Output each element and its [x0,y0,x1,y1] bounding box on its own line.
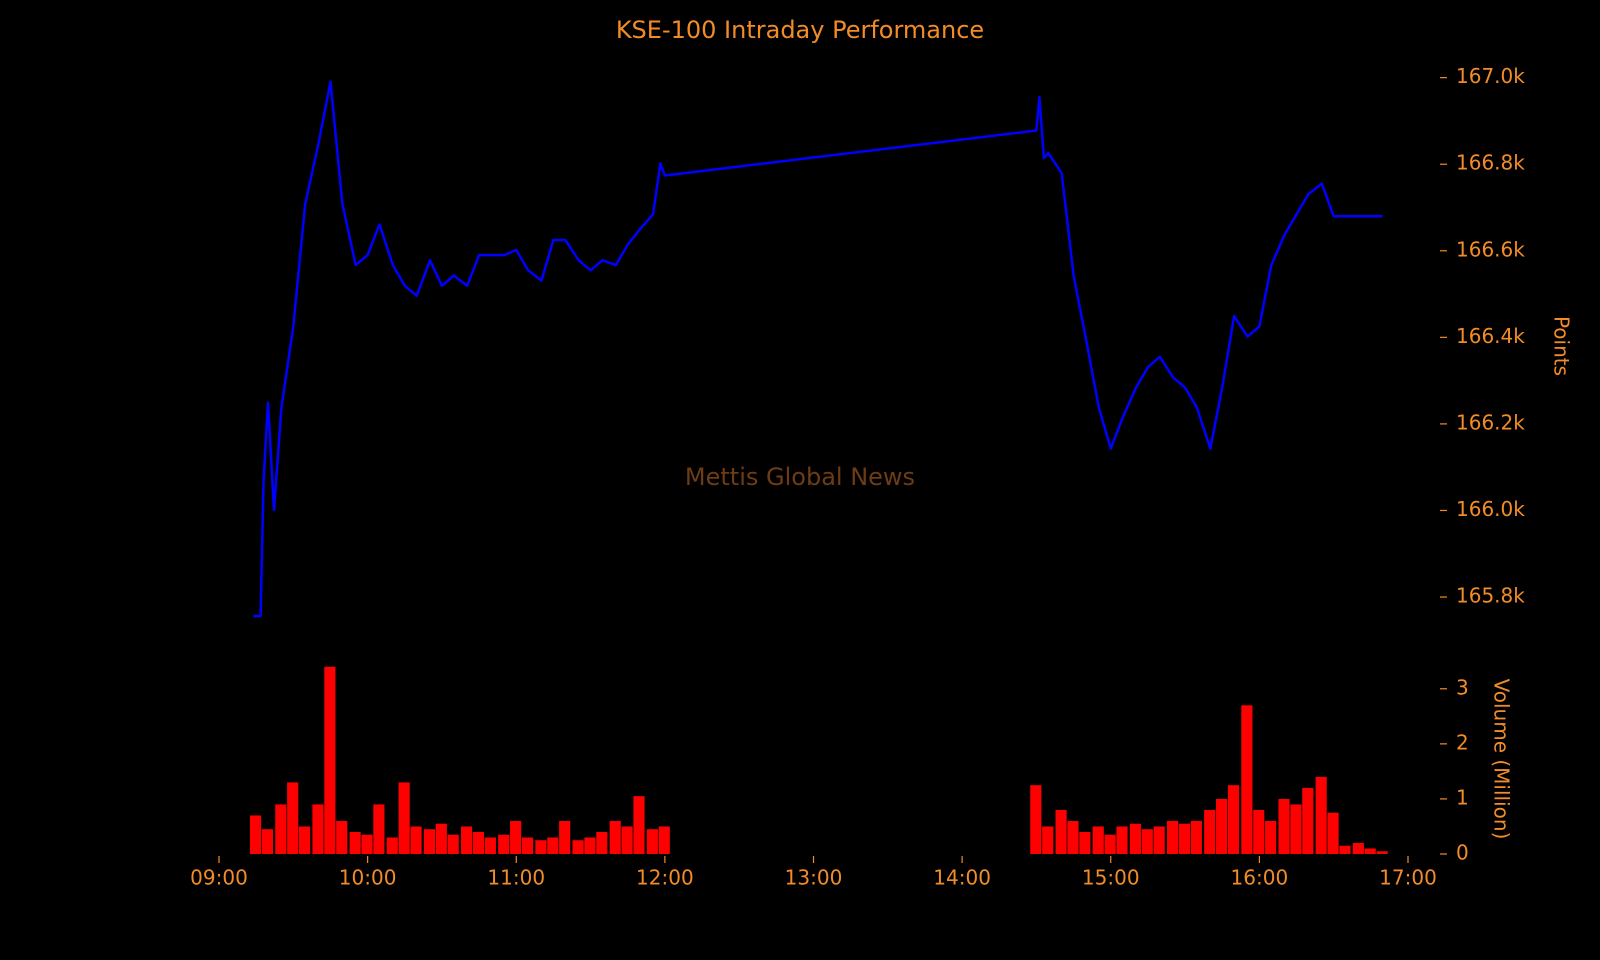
volume-bar [275,804,287,854]
volume-bar [521,837,534,854]
y-tick-label: 2 [1456,730,1469,754]
watermark: Mettis Global News [685,463,915,491]
volume-bar [461,826,473,854]
y-tick-label: 167.0k [1456,64,1525,88]
x-tick-label: 15:00 [1082,866,1140,890]
x-tick-label: 14:00 [933,866,991,890]
volume-bar [510,820,522,854]
price-line [253,80,1383,618]
volume-bar [1079,831,1091,854]
volume-bar [398,782,410,854]
volume-bar [1153,826,1165,854]
volume-bar [349,831,361,854]
volume-bar [1067,820,1079,854]
volume-bar [410,826,422,854]
y-tick-label: 1 [1456,785,1469,809]
volume-bar [299,826,311,854]
volume-bar [361,834,373,854]
volume-bar [1327,812,1339,854]
volume-bar [633,796,645,854]
volume-bar [596,831,608,854]
volume-bar [1376,851,1388,854]
volume-bar [1204,809,1216,854]
volume-bar [1278,798,1290,854]
y-axis-label: Volume (Million) [1490,679,1514,840]
y-tick-label: 166.8k [1456,151,1525,175]
y-tick-label: 166.6k [1456,237,1525,261]
y-tick-label: 0 [1456,841,1469,865]
volume-bar [621,826,633,854]
volume-bar [609,820,621,854]
volume-bar [1178,823,1191,854]
x-tick-label: 16:00 [1231,866,1289,890]
volume-bar [1129,823,1141,854]
volume-bar [1141,829,1153,854]
y-tick-label: 165.8k [1456,584,1525,608]
volume-bar [484,837,496,854]
volume-bar [1253,809,1265,854]
volume-bar [261,829,274,854]
x-tick-label: 13:00 [785,866,843,890]
volume-bar [472,831,485,854]
chart-title: KSE-100 Intraday Performance [616,16,984,44]
volume-bar [1302,787,1314,854]
volume-bar [447,834,459,854]
volume-bar [324,666,336,854]
volume-bar [249,815,262,854]
volume-bar [373,804,385,854]
volume-bar [1055,809,1067,854]
volume-bar [423,829,436,854]
volume-bar [1315,776,1327,854]
volume-bar [1265,820,1277,854]
volume-bar [1339,845,1351,854]
x-tick-label: 11:00 [487,866,545,890]
volume-bar [435,823,447,854]
volume-bar [646,829,658,854]
x-tick-label: 10:00 [339,866,397,890]
volume-bar [1042,826,1054,854]
volume-bar [658,826,670,854]
volume-bar [386,837,398,854]
volume-bar [312,804,324,854]
y-axis-label: Points [1550,316,1574,376]
volume-bar [559,820,571,854]
x-tick-label: 17:00 [1379,866,1437,890]
volume-bar [336,820,348,854]
y-tick-label: 166.2k [1456,410,1525,434]
volume-bar [572,840,584,854]
y-tick-label: 3 [1456,675,1469,699]
x-tick-label: 12:00 [636,866,694,890]
volume-bar [1364,848,1376,854]
volume-bar [1104,834,1116,854]
volume-bar [498,834,510,854]
volume-bar [287,782,299,854]
volume-bar [1166,820,1179,854]
volume-bar [1227,785,1240,854]
volume-bar [1352,842,1364,854]
volume-bar [1190,820,1202,854]
volume-bar [1290,804,1302,854]
y-tick-label: 166.0k [1456,497,1525,521]
volume-bar [584,837,596,854]
y-tick-label: 166.4k [1456,324,1525,348]
volume-bar [1116,826,1128,854]
volume-bar [1092,826,1104,854]
volume-bar [535,840,547,854]
x-tick-label: 09:00 [190,866,248,890]
volume-bar [1030,785,1042,854]
volume-bar [1241,705,1253,854]
volume-bar [547,837,559,854]
volume-bar [1216,798,1228,854]
